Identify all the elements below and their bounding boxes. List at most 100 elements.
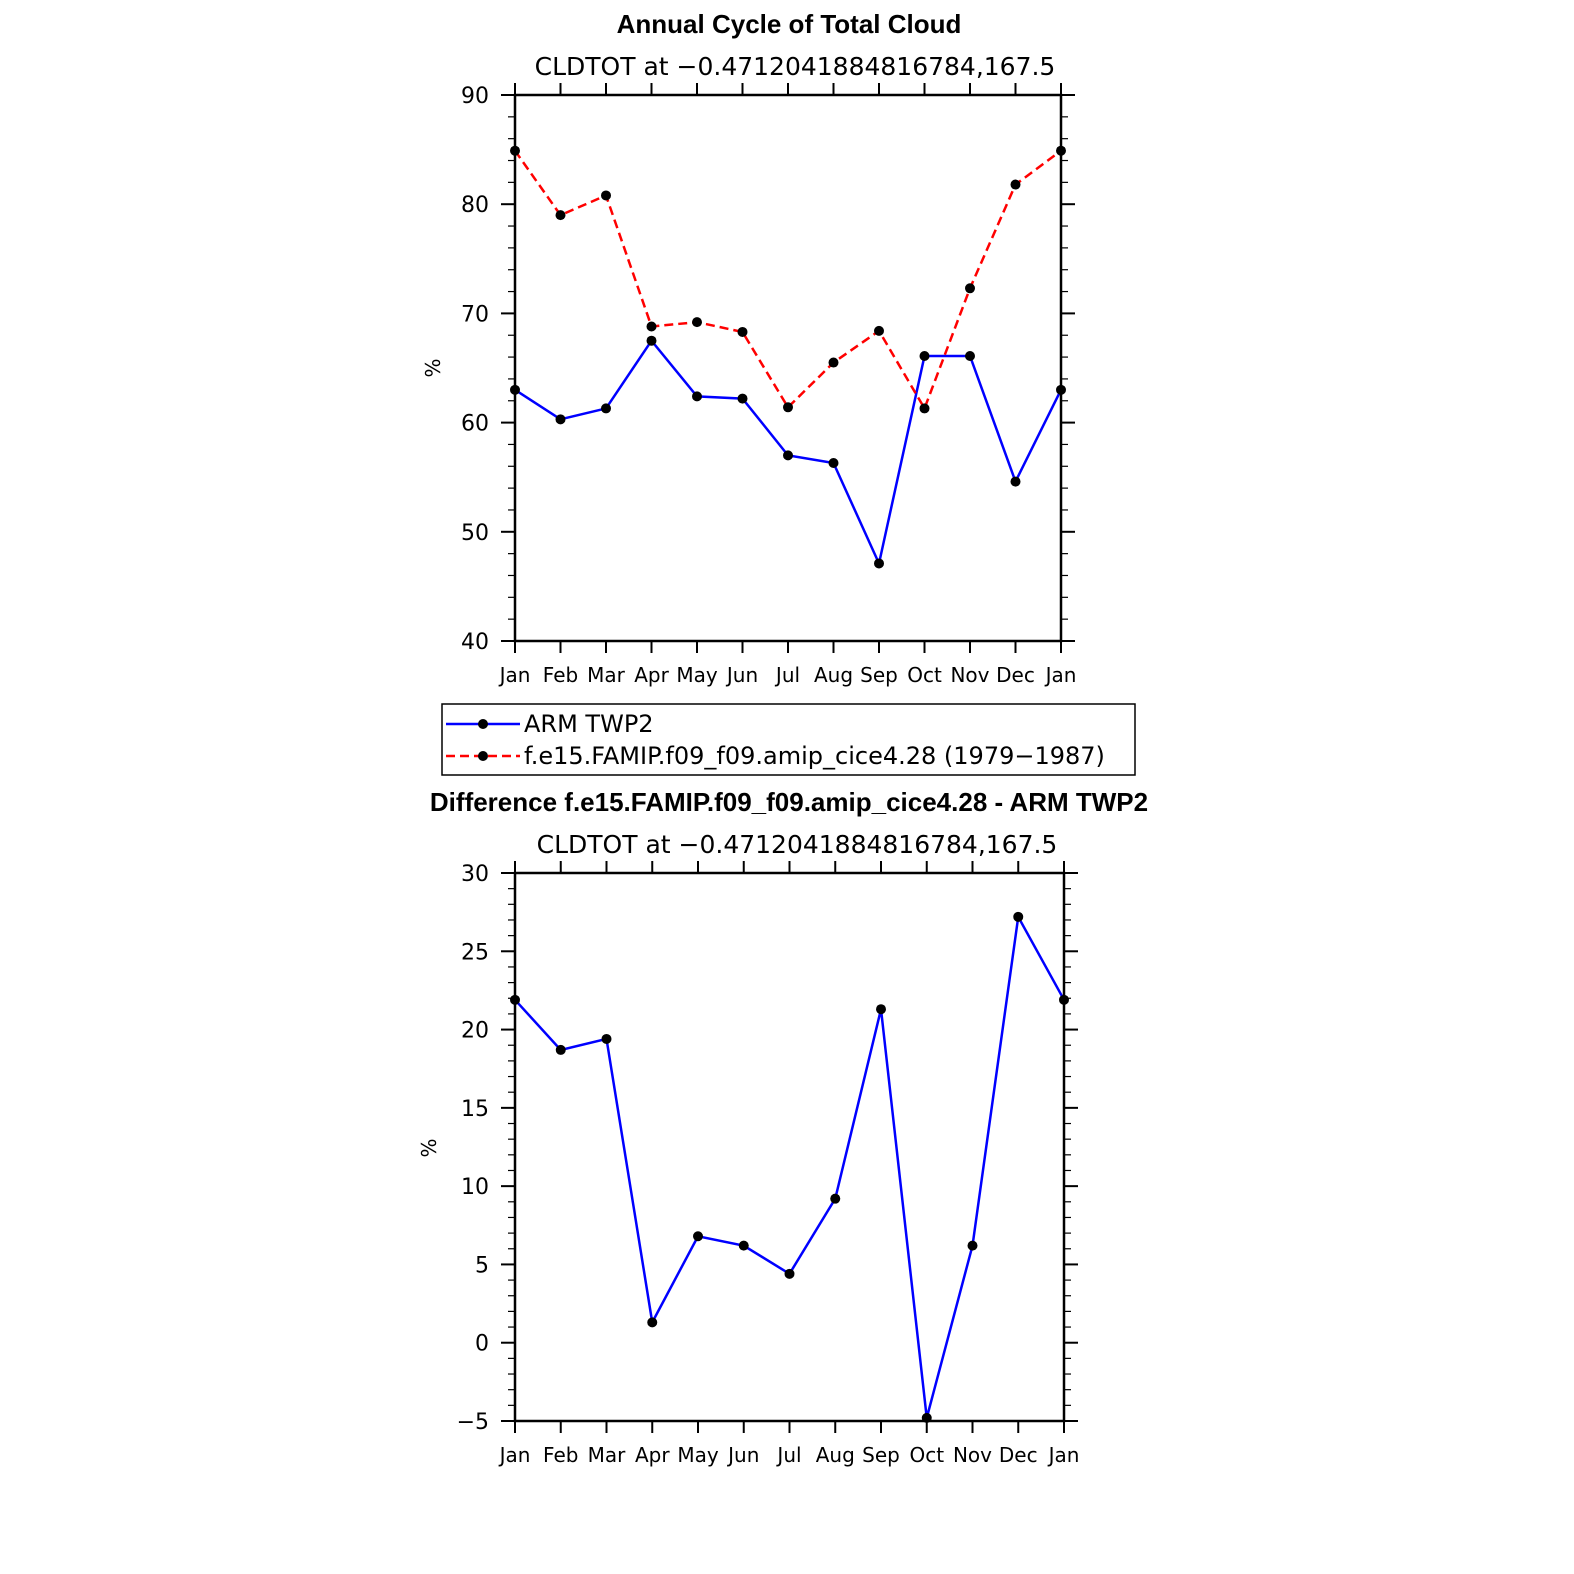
x-tick-label: Jan	[498, 663, 531, 687]
legend-marker-arm	[478, 719, 488, 729]
annual-cycle-chart: Annual Cycle of Total Cloud CLDTOT at −0…	[421, 9, 1076, 687]
y-tick-label: 0	[475, 1332, 489, 1357]
x-tick-label: Mar	[587, 663, 626, 687]
x-tick-label: Mar	[588, 1443, 627, 1467]
data-point	[555, 210, 566, 221]
series-line-1	[513, 149, 1062, 412]
data-point	[1056, 145, 1066, 156]
data-point	[874, 558, 884, 569]
x-tick-label: May	[677, 1443, 719, 1467]
chart-subtitle: CLDTOT at −0.4712041884816784,167.5	[537, 830, 1058, 859]
legend: ARM TWP2 f.e15.FAMIP.f09_f09.amip_cice4.…	[441, 703, 1136, 776]
data-point	[601, 190, 611, 201]
x-tick-label: Jun	[725, 663, 758, 687]
y-tick-label: 90	[461, 84, 489, 109]
data-point	[738, 1240, 749, 1251]
series-layer	[510, 145, 1066, 569]
legend-marker-model	[478, 751, 488, 761]
x-tick-label: Jan	[1047, 1443, 1080, 1467]
data-point	[828, 357, 839, 368]
x-tick-label: Jun	[726, 1443, 759, 1467]
data-point	[965, 283, 975, 294]
data-point	[919, 403, 930, 414]
x-tick-label: Aug	[814, 663, 853, 687]
legend-box	[441, 703, 1136, 776]
data-point	[601, 403, 611, 414]
data-point	[601, 1033, 612, 1044]
x-tick-label: Jul	[774, 663, 800, 687]
data-point	[1010, 476, 1021, 487]
y-tick-label: 5	[475, 1253, 489, 1278]
data-point	[692, 317, 702, 328]
y-tick-label: −5	[457, 1410, 489, 1435]
data-point	[1010, 179, 1021, 190]
x-tick-label: Oct	[907, 663, 942, 687]
data-point	[1059, 994, 1069, 1005]
data-point	[828, 458, 839, 469]
data-point	[647, 1317, 658, 1328]
plot-frame	[513, 871, 1066, 1423]
x-tick-label: Feb	[543, 663, 578, 687]
series-layer	[510, 911, 1069, 1423]
x-tick-label: Apr	[634, 663, 669, 687]
y-axis-label: %	[417, 1138, 441, 1157]
data-point	[783, 402, 793, 413]
data-point	[692, 391, 702, 402]
data-point	[783, 450, 793, 461]
data-point	[1013, 911, 1024, 922]
chart-subtitle: CLDTOT at −0.4712041884816784,167.5	[535, 52, 1056, 81]
data-point	[1056, 384, 1066, 395]
y-tick-label: 20	[461, 1019, 489, 1044]
y-tick-label: 40	[461, 630, 489, 655]
x-tick-label: Sep	[862, 1443, 900, 1467]
axes-frame	[501, 861, 1078, 1433]
axes-frame	[501, 83, 1075, 653]
data-point	[555, 1044, 566, 1055]
data-point	[965, 350, 975, 361]
data-point	[510, 384, 520, 395]
x-tick-label: Dec	[996, 663, 1035, 687]
data-point	[830, 1193, 841, 1204]
data-point	[921, 1412, 932, 1423]
data-point	[784, 1268, 795, 1279]
legend-label-model: f.e15.FAMIP.f09_f09.amip_cice4.28 (1979−…	[524, 742, 1105, 770]
y-tick-label: 10	[461, 1175, 489, 1200]
y-tick-labels: 90 80 70 60 50 40	[461, 84, 489, 655]
chart-title: Annual Cycle of Total Cloud	[617, 9, 962, 39]
x-tick-label: Jan	[1044, 663, 1077, 687]
plot-frame	[513, 93, 1063, 643]
data-point	[693, 1231, 703, 1242]
x-tick-label: Oct	[909, 1443, 944, 1467]
data-point	[646, 335, 657, 346]
y-axis-label: %	[421, 358, 445, 377]
y-tick-label: 60	[461, 412, 489, 437]
x-tick-label: Aug	[816, 1443, 855, 1467]
x-tick-label: Apr	[635, 1443, 670, 1467]
x-tick-labels: Jan Feb Mar Apr May Jun Jul Aug Sep Oct Nov Dec Jan	[498, 663, 1077, 687]
x-tick-label: May	[676, 663, 718, 687]
data-point	[737, 326, 748, 337]
legend-label-arm: ARM TWP2	[524, 710, 654, 738]
chart-title: Difference f.e15.FAMIP.f09_f09.amip_cice…	[430, 787, 1148, 817]
series-line-0	[514, 912, 1066, 1419]
x-tick-label: Feb	[543, 1443, 578, 1467]
data-point	[874, 325, 884, 336]
x-tick-label: Dec	[999, 1443, 1038, 1467]
x-tick-label: Nov	[950, 663, 989, 687]
data-point	[967, 1240, 978, 1251]
y-tick-labels: 30 25 20 15 10 5 0 −5	[457, 862, 489, 1435]
y-tick-label: 70	[461, 302, 489, 327]
data-point	[876, 1004, 886, 1015]
data-point	[555, 414, 566, 425]
x-tick-label: Jan	[498, 1443, 531, 1467]
data-point	[510, 994, 520, 1005]
x-tick-labels: Jan Feb Mar Apr May Jun Jul Aug Sep Oct Nov Dec Jan	[498, 1443, 1080, 1467]
y-tick-label: 80	[461, 193, 489, 218]
data-point	[646, 321, 657, 332]
data-point	[510, 145, 520, 156]
x-tick-label: Jul	[775, 1443, 801, 1467]
data-point	[737, 393, 748, 404]
y-tick-label: 25	[461, 940, 489, 965]
difference-chart: Difference f.e15.FAMIP.f09_f09.amip_cice…	[417, 787, 1148, 1467]
